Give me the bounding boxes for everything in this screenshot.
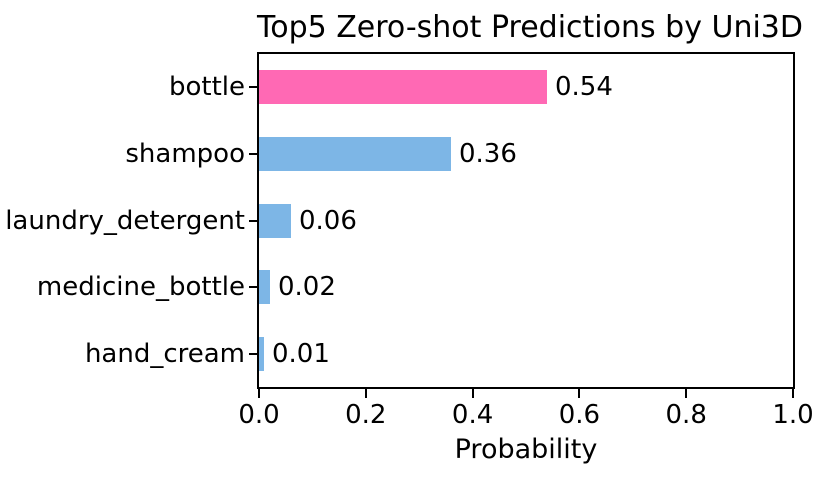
x-tick-mark: [364, 389, 367, 398]
x-axis-label: Probability: [454, 434, 598, 465]
plot-area: [257, 52, 795, 389]
bar: [259, 70, 547, 105]
y-tick-label: laundry_detergent: [5, 205, 245, 236]
bar: [259, 203, 291, 238]
bar-value-label: 0.02: [278, 272, 336, 303]
chart-title: Top5 Zero-shot Predictions by Uni3D: [257, 10, 803, 45]
x-tick-label: 1.0: [772, 400, 814, 430]
x-tick-label: 0.0: [238, 400, 280, 430]
y-tick-label: bottle: [168, 72, 245, 103]
x-tick-label: 0.4: [451, 400, 494, 430]
x-tick-mark: [685, 389, 688, 398]
y-tick-mark: [249, 86, 257, 89]
x-tick-label: 0.2: [345, 400, 387, 430]
y-tick-label: medicine_bottle: [36, 272, 245, 303]
bar-value-label: 0.06: [299, 205, 357, 236]
bar-value-label: 0.54: [555, 72, 613, 103]
bar: [259, 136, 451, 171]
y-tick-mark: [249, 219, 257, 222]
x-tick-label: 0.6: [558, 400, 601, 430]
bar-value-label: 0.36: [459, 138, 517, 169]
y-tick-label: hand_cream: [84, 338, 245, 369]
bar: [259, 336, 264, 371]
y-tick-label: shampoo: [125, 138, 245, 169]
x-tick-mark: [578, 389, 581, 398]
y-tick-mark: [249, 286, 257, 289]
bar-value-label: 0.01: [272, 338, 330, 369]
x-tick-mark: [258, 389, 260, 398]
y-tick-mark: [249, 152, 257, 155]
x-tick-mark: [471, 389, 474, 398]
x-tick-mark: [792, 389, 794, 398]
y-tick-mark: [249, 352, 257, 355]
bar: [259, 270, 270, 305]
x-tick-label: 0.8: [665, 400, 707, 430]
